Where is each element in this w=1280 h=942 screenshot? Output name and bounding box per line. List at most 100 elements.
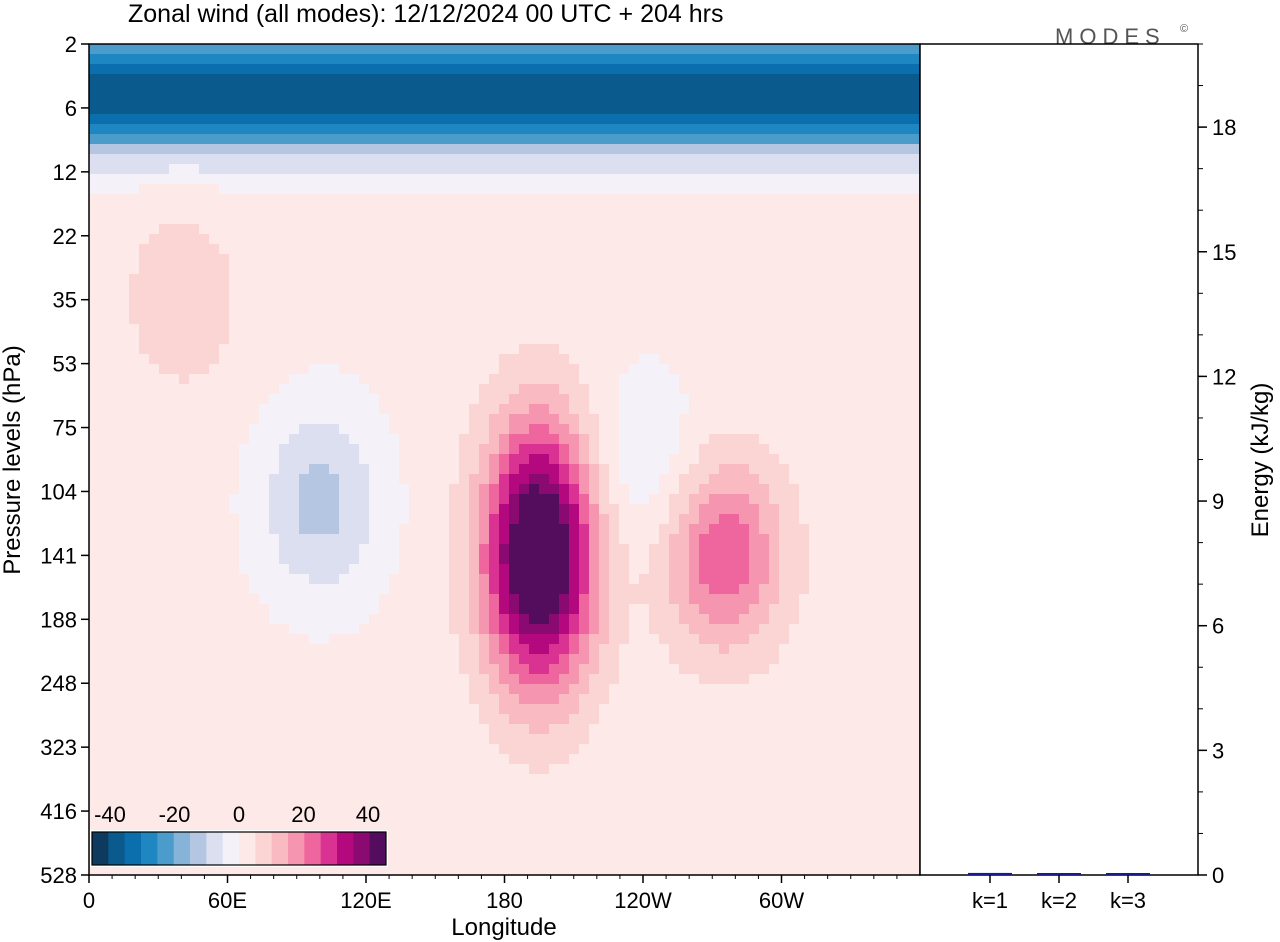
- heatmap-cell: [739, 474, 750, 485]
- heatmap-cell: [589, 474, 600, 485]
- heatmap-cell: [659, 534, 670, 545]
- heatmap-cell: [359, 554, 370, 565]
- heatmap-cell: [349, 364, 360, 375]
- heatmap-cell: [259, 604, 270, 615]
- heatmap-cell: [209, 394, 220, 405]
- heatmap-cell: [389, 614, 400, 625]
- heatmap-cell: [619, 124, 630, 135]
- heatmap-cell: [599, 364, 610, 375]
- heatmap-cell: [629, 224, 640, 235]
- heatmap-cell: [119, 434, 130, 445]
- heatmap-cell: [819, 324, 830, 335]
- heatmap-cell: [259, 414, 270, 425]
- heatmap-cell: [679, 314, 690, 325]
- heatmap-cell: [439, 424, 450, 435]
- heatmap-cell: [89, 524, 100, 535]
- heatmap-cell: [339, 174, 350, 185]
- heatmap-cell: [279, 344, 290, 355]
- heatmap-cell: [479, 314, 490, 325]
- heatmap-cell: [129, 364, 140, 375]
- heatmap-cell: [899, 174, 910, 185]
- heatmap-cell: [129, 564, 140, 575]
- heatmap-cell: [639, 554, 650, 565]
- heatmap-cell: [229, 44, 240, 55]
- heatmap-cell: [129, 294, 140, 305]
- heatmap-cell: [449, 564, 460, 575]
- heatmap-cell: [389, 54, 400, 65]
- heatmap-cell: [319, 234, 330, 245]
- heatmap-cell: [279, 614, 290, 625]
- heatmap-cell: [829, 144, 840, 155]
- heatmap-cell: [629, 364, 640, 375]
- heatmap-cell: [749, 74, 760, 85]
- heatmap-cell: [499, 344, 510, 355]
- heatmap-cell: [599, 234, 610, 245]
- heatmap-cell: [479, 204, 490, 215]
- heatmap-cell: [869, 274, 880, 285]
- heatmap-cell: [389, 324, 400, 335]
- heatmap-cell: [729, 544, 740, 555]
- heatmap-cell: [899, 384, 910, 395]
- heatmap-cell: [249, 594, 260, 605]
- heatmap-cell: [329, 144, 340, 155]
- heatmap-cell: [739, 314, 750, 325]
- heatmap-cell: [269, 284, 280, 295]
- heatmap-cell: [109, 474, 120, 485]
- heatmap-cell: [499, 574, 510, 585]
- heatmap-cell: [129, 524, 140, 535]
- heatmap-cell: [269, 194, 280, 205]
- heatmap-cell: [179, 114, 190, 125]
- heatmap-cell: [149, 264, 160, 275]
- heatmap-cell: [359, 374, 370, 385]
- heatmap-cell: [329, 114, 340, 125]
- heatmap-cell: [719, 174, 730, 185]
- heatmap-cell: [749, 84, 760, 95]
- heatmap-cell: [569, 274, 580, 285]
- heatmap-cell: [669, 434, 680, 445]
- heatmap-cell: [339, 64, 350, 75]
- heatmap-cell: [639, 494, 650, 505]
- heatmap-cell: [519, 114, 530, 125]
- heatmap-cell: [909, 264, 920, 275]
- heatmap-cell: [639, 464, 650, 475]
- heatmap-cell: [169, 454, 180, 465]
- heatmap-cell: [339, 154, 350, 165]
- heatmap-cell: [89, 114, 100, 125]
- heatmap-cell: [569, 214, 580, 225]
- heatmap-cell: [189, 384, 200, 395]
- heatmap-cell: [809, 94, 820, 105]
- heatmap-cell: [839, 564, 850, 575]
- heatmap-cell: [369, 274, 380, 285]
- heatmap-cell: [569, 344, 580, 355]
- heatmap-cell: [469, 244, 480, 255]
- heatmap-cell: [139, 424, 150, 435]
- heatmap-cell: [359, 304, 370, 315]
- heatmap-cell: [909, 474, 920, 485]
- heatmap-cell: [749, 484, 760, 495]
- heatmap-cell: [379, 334, 390, 345]
- heatmap-cell: [669, 114, 680, 125]
- heatmap-cell: [869, 184, 880, 195]
- heatmap-cell: [779, 354, 790, 365]
- heatmap-cell: [599, 564, 610, 575]
- heatmap-cell: [389, 524, 400, 535]
- heatmap-cell: [389, 384, 400, 395]
- heatmap-cell: [329, 64, 340, 75]
- heatmap-cell: [779, 64, 790, 75]
- heatmap-cell: [499, 134, 510, 145]
- heatmap-cell: [399, 354, 410, 365]
- heatmap-cell: [809, 364, 820, 375]
- heatmap-cell: [599, 454, 610, 465]
- heatmap-cell: [349, 564, 360, 575]
- heatmap-cell: [299, 474, 310, 485]
- heatmap-cell: [689, 444, 700, 455]
- heatmap-cell: [699, 74, 710, 85]
- heatmap-cell: [249, 634, 260, 645]
- heatmap-cell: [549, 374, 560, 385]
- heatmap-cell: [609, 244, 620, 255]
- heatmap-cell: [609, 574, 620, 585]
- heatmap-cell: [799, 534, 810, 545]
- heatmap-cell: [899, 74, 910, 85]
- heatmap-cell: [769, 244, 780, 255]
- heatmap-cell: [339, 314, 350, 325]
